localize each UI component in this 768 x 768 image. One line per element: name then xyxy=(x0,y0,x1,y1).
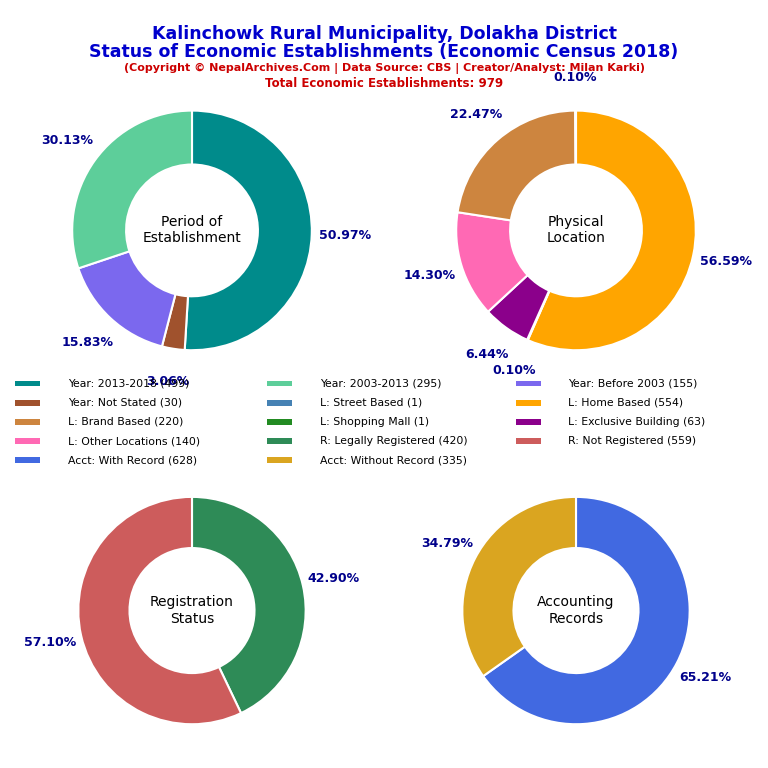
FancyBboxPatch shape xyxy=(15,381,40,386)
Text: 6.44%: 6.44% xyxy=(465,349,508,362)
Text: Accounting
Records: Accounting Records xyxy=(538,595,614,626)
Text: Acct: With Record (628): Acct: With Record (628) xyxy=(68,455,197,465)
FancyBboxPatch shape xyxy=(15,439,40,444)
FancyBboxPatch shape xyxy=(267,400,292,406)
Wedge shape xyxy=(483,497,690,724)
Wedge shape xyxy=(456,212,528,312)
Text: Status of Economic Establishments (Economic Census 2018): Status of Economic Establishments (Econo… xyxy=(89,43,679,61)
FancyBboxPatch shape xyxy=(516,419,541,425)
Wedge shape xyxy=(458,111,575,220)
Text: L: Brand Based (220): L: Brand Based (220) xyxy=(68,417,184,427)
Text: 65.21%: 65.21% xyxy=(679,671,731,684)
Wedge shape xyxy=(78,251,175,346)
Text: L: Other Locations (140): L: Other Locations (140) xyxy=(68,436,200,446)
FancyBboxPatch shape xyxy=(516,439,541,444)
Text: 3.06%: 3.06% xyxy=(147,376,190,389)
Text: 22.47%: 22.47% xyxy=(449,108,502,121)
FancyBboxPatch shape xyxy=(15,400,40,406)
Wedge shape xyxy=(72,111,192,268)
Wedge shape xyxy=(162,294,188,350)
FancyBboxPatch shape xyxy=(267,419,292,425)
Text: 57.10%: 57.10% xyxy=(24,636,76,649)
Text: 50.97%: 50.97% xyxy=(319,229,372,242)
Text: Kalinchowk Rural Municipality, Dolakha District: Kalinchowk Rural Municipality, Dolakha D… xyxy=(151,25,617,42)
Text: L: Exclusive Building (63): L: Exclusive Building (63) xyxy=(568,417,706,427)
Text: Year: 2003-2013 (295): Year: 2003-2013 (295) xyxy=(320,379,442,389)
Text: L: Street Based (1): L: Street Based (1) xyxy=(320,398,422,408)
Wedge shape xyxy=(527,290,549,340)
Wedge shape xyxy=(575,111,576,164)
Wedge shape xyxy=(462,497,576,676)
Text: 30.13%: 30.13% xyxy=(41,134,94,147)
Text: Period of
Establishment: Period of Establishment xyxy=(143,215,241,246)
FancyBboxPatch shape xyxy=(15,458,40,463)
Text: 42.90%: 42.90% xyxy=(308,572,360,585)
FancyBboxPatch shape xyxy=(516,381,541,386)
FancyBboxPatch shape xyxy=(516,400,541,406)
Text: (Copyright © NepalArchives.Com | Data Source: CBS | Creator/Analyst: Milan Karki: (Copyright © NepalArchives.Com | Data So… xyxy=(124,63,644,74)
FancyBboxPatch shape xyxy=(267,381,292,386)
Text: 56.59%: 56.59% xyxy=(700,256,752,268)
Text: 14.30%: 14.30% xyxy=(403,269,455,282)
Text: L: Home Based (554): L: Home Based (554) xyxy=(568,398,684,408)
Text: Year: 2013-2018 (499): Year: 2013-2018 (499) xyxy=(68,379,189,389)
Text: Total Economic Establishments: 979: Total Economic Establishments: 979 xyxy=(265,77,503,90)
FancyBboxPatch shape xyxy=(267,458,292,463)
Text: 15.83%: 15.83% xyxy=(61,336,114,349)
Text: 34.79%: 34.79% xyxy=(421,537,473,550)
Text: Acct: Without Record (335): Acct: Without Record (335) xyxy=(320,455,467,465)
Text: Year: Not Stated (30): Year: Not Stated (30) xyxy=(68,398,182,408)
Wedge shape xyxy=(528,111,696,350)
Wedge shape xyxy=(184,111,312,350)
FancyBboxPatch shape xyxy=(15,419,40,425)
Text: Physical
Location: Physical Location xyxy=(547,215,605,246)
Wedge shape xyxy=(78,497,241,724)
Text: 0.10%: 0.10% xyxy=(492,364,535,377)
Text: Year: Before 2003 (155): Year: Before 2003 (155) xyxy=(568,379,698,389)
Wedge shape xyxy=(192,497,306,713)
Wedge shape xyxy=(488,275,549,339)
Text: 0.10%: 0.10% xyxy=(554,71,598,84)
Text: R: Not Registered (559): R: Not Registered (559) xyxy=(568,436,697,446)
Text: Registration
Status: Registration Status xyxy=(150,595,234,626)
Text: R: Legally Registered (420): R: Legally Registered (420) xyxy=(320,436,468,446)
FancyBboxPatch shape xyxy=(267,439,292,444)
Text: L: Shopping Mall (1): L: Shopping Mall (1) xyxy=(320,417,429,427)
